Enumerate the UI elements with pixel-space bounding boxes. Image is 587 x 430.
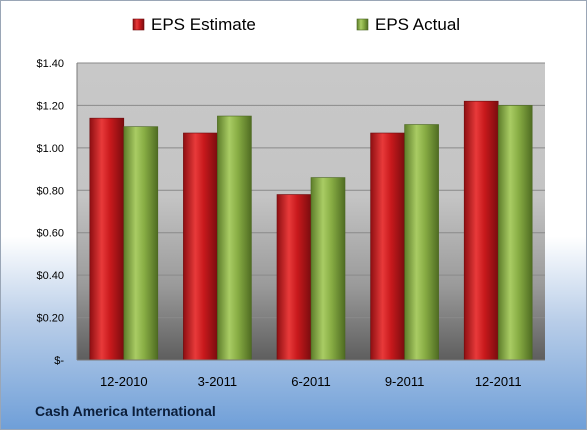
legend-label-eps-estimate: EPS Estimate [151, 15, 256, 34]
x-tick-label: 12-2011 [475, 374, 522, 389]
y-tick-label: $0.80 [36, 185, 64, 197]
y-tick-label: $1.20 [36, 100, 64, 112]
bar-eps-actual [123, 126, 159, 361]
y-tick-label: $0.60 [36, 228, 64, 240]
x-tick-label: 3-2011 [198, 374, 238, 389]
y-tick-label: $0.40 [36, 270, 64, 282]
y-tick-label: $- [54, 355, 64, 367]
x-tick-label: 6-2011 [291, 374, 331, 389]
legend-swatch-eps-actual [356, 18, 369, 31]
y-tick-label: $1.00 [36, 143, 64, 155]
x-tick-label: 12-2010 [100, 374, 148, 389]
bar-eps-actual [404, 124, 439, 361]
bar-eps-estimate [183, 132, 218, 361]
legend-swatch-eps-estimate [132, 18, 145, 31]
legend-label-eps-actual: EPS Actual [375, 15, 460, 34]
x-tick-label: 9-2011 [385, 374, 425, 389]
company-name: Cash America International [35, 403, 216, 419]
bar-eps-actual [497, 105, 533, 361]
bar-eps-estimate [463, 100, 499, 361]
y-tick-label: $1.40 [36, 58, 64, 70]
bar-eps-estimate [89, 117, 125, 361]
bar-eps-estimate [370, 132, 405, 361]
bar-eps-actual [310, 177, 346, 361]
bar-eps-actual [217, 115, 252, 361]
y-tick-label: $0.20 [36, 313, 64, 325]
bar-eps-estimate [276, 194, 312, 361]
